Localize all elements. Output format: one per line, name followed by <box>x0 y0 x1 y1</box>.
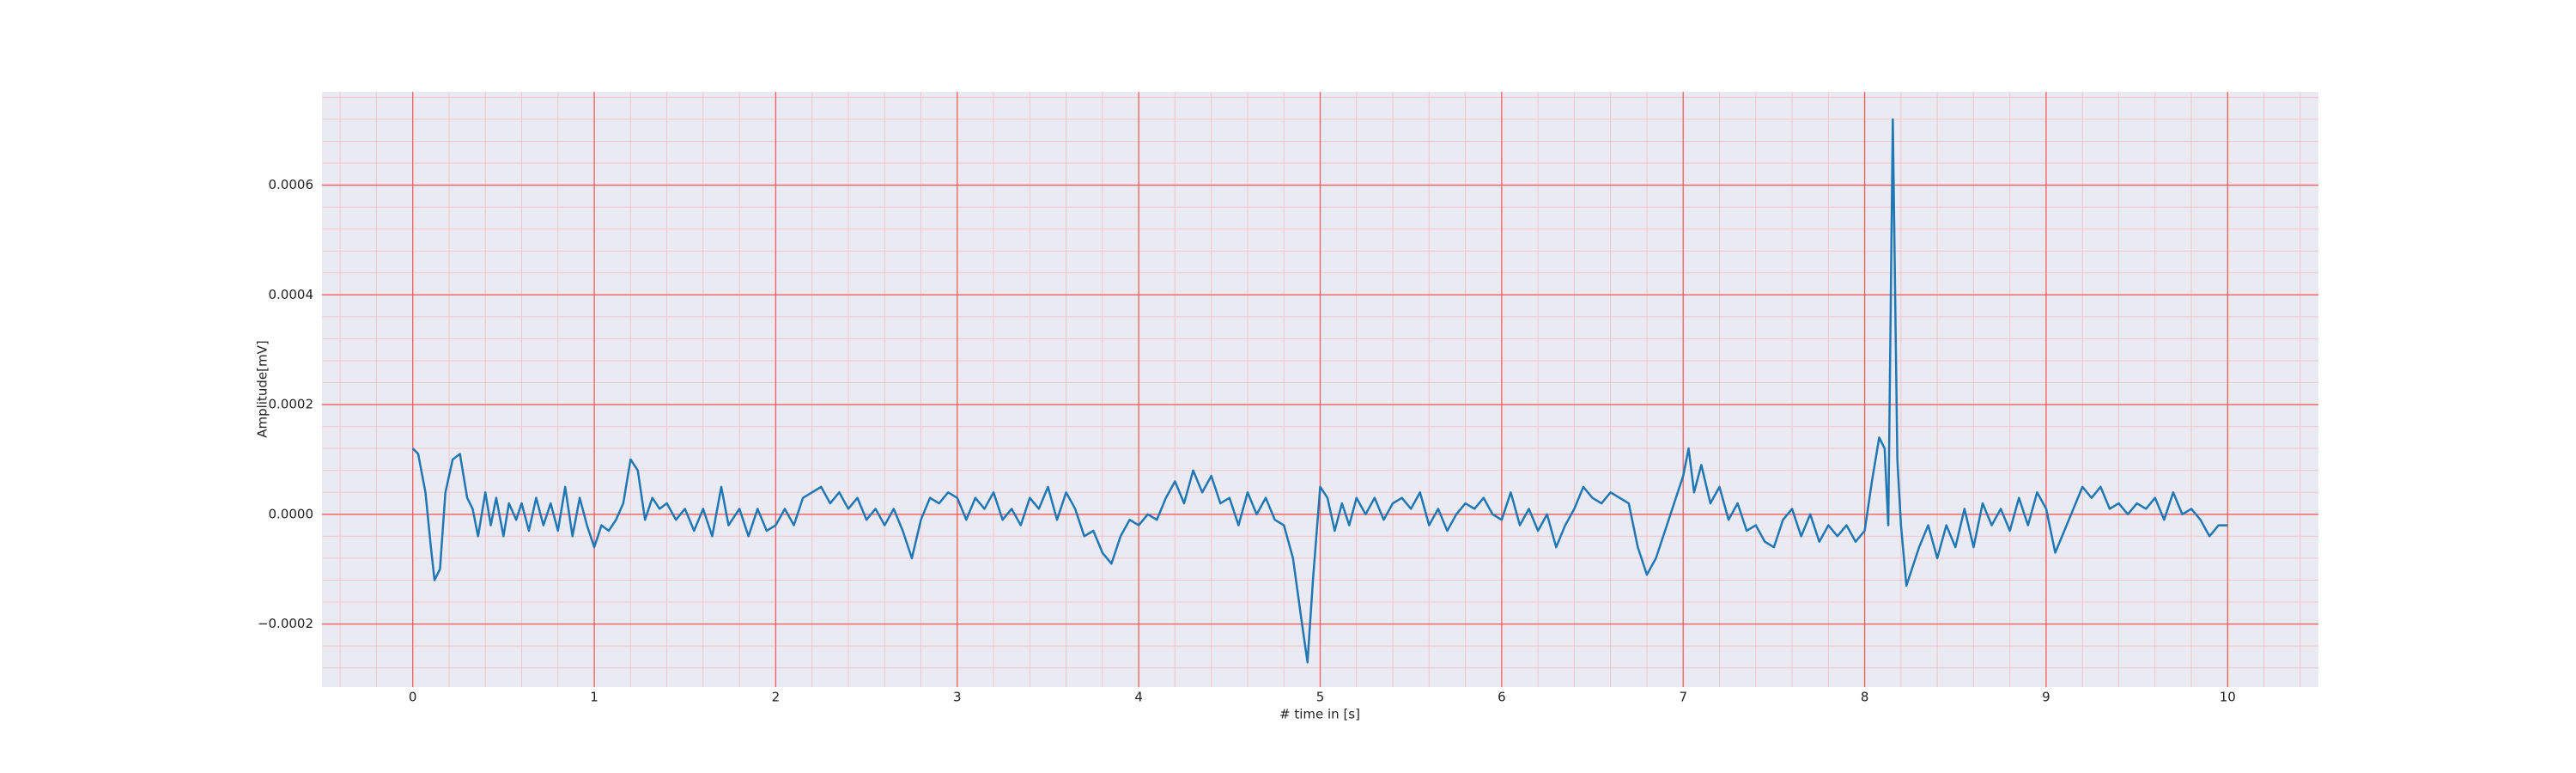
y-axis-label: Amplitude[mV] <box>255 340 270 437</box>
x-tick-label: 9 <box>2042 690 2050 705</box>
signal-line <box>411 118 2228 664</box>
y-tick-label: 0.0004 <box>269 287 314 302</box>
y-tick-label: 0.0000 <box>269 506 314 521</box>
x-tick-label: 3 <box>953 690 962 705</box>
x-tick-label: 8 <box>1861 690 1869 705</box>
x-tick-label: 7 <box>1679 690 1687 705</box>
x-tick-label: 5 <box>1316 690 1325 705</box>
x-axis-label: # time in [s] <box>1279 707 1360 722</box>
y-tick-label: 0.0002 <box>269 397 314 412</box>
x-tick-label: 0 <box>409 690 417 705</box>
x-tick-label: 6 <box>1498 690 1506 705</box>
x-tick-label: 1 <box>590 690 598 705</box>
x-tick-label: 4 <box>1134 690 1143 705</box>
y-tick-label: −0.0002 <box>258 616 313 631</box>
y-tick-label: 0.0006 <box>269 177 314 192</box>
x-tick-label: 10 <box>2220 690 2236 705</box>
x-tick-label: 2 <box>772 690 781 705</box>
